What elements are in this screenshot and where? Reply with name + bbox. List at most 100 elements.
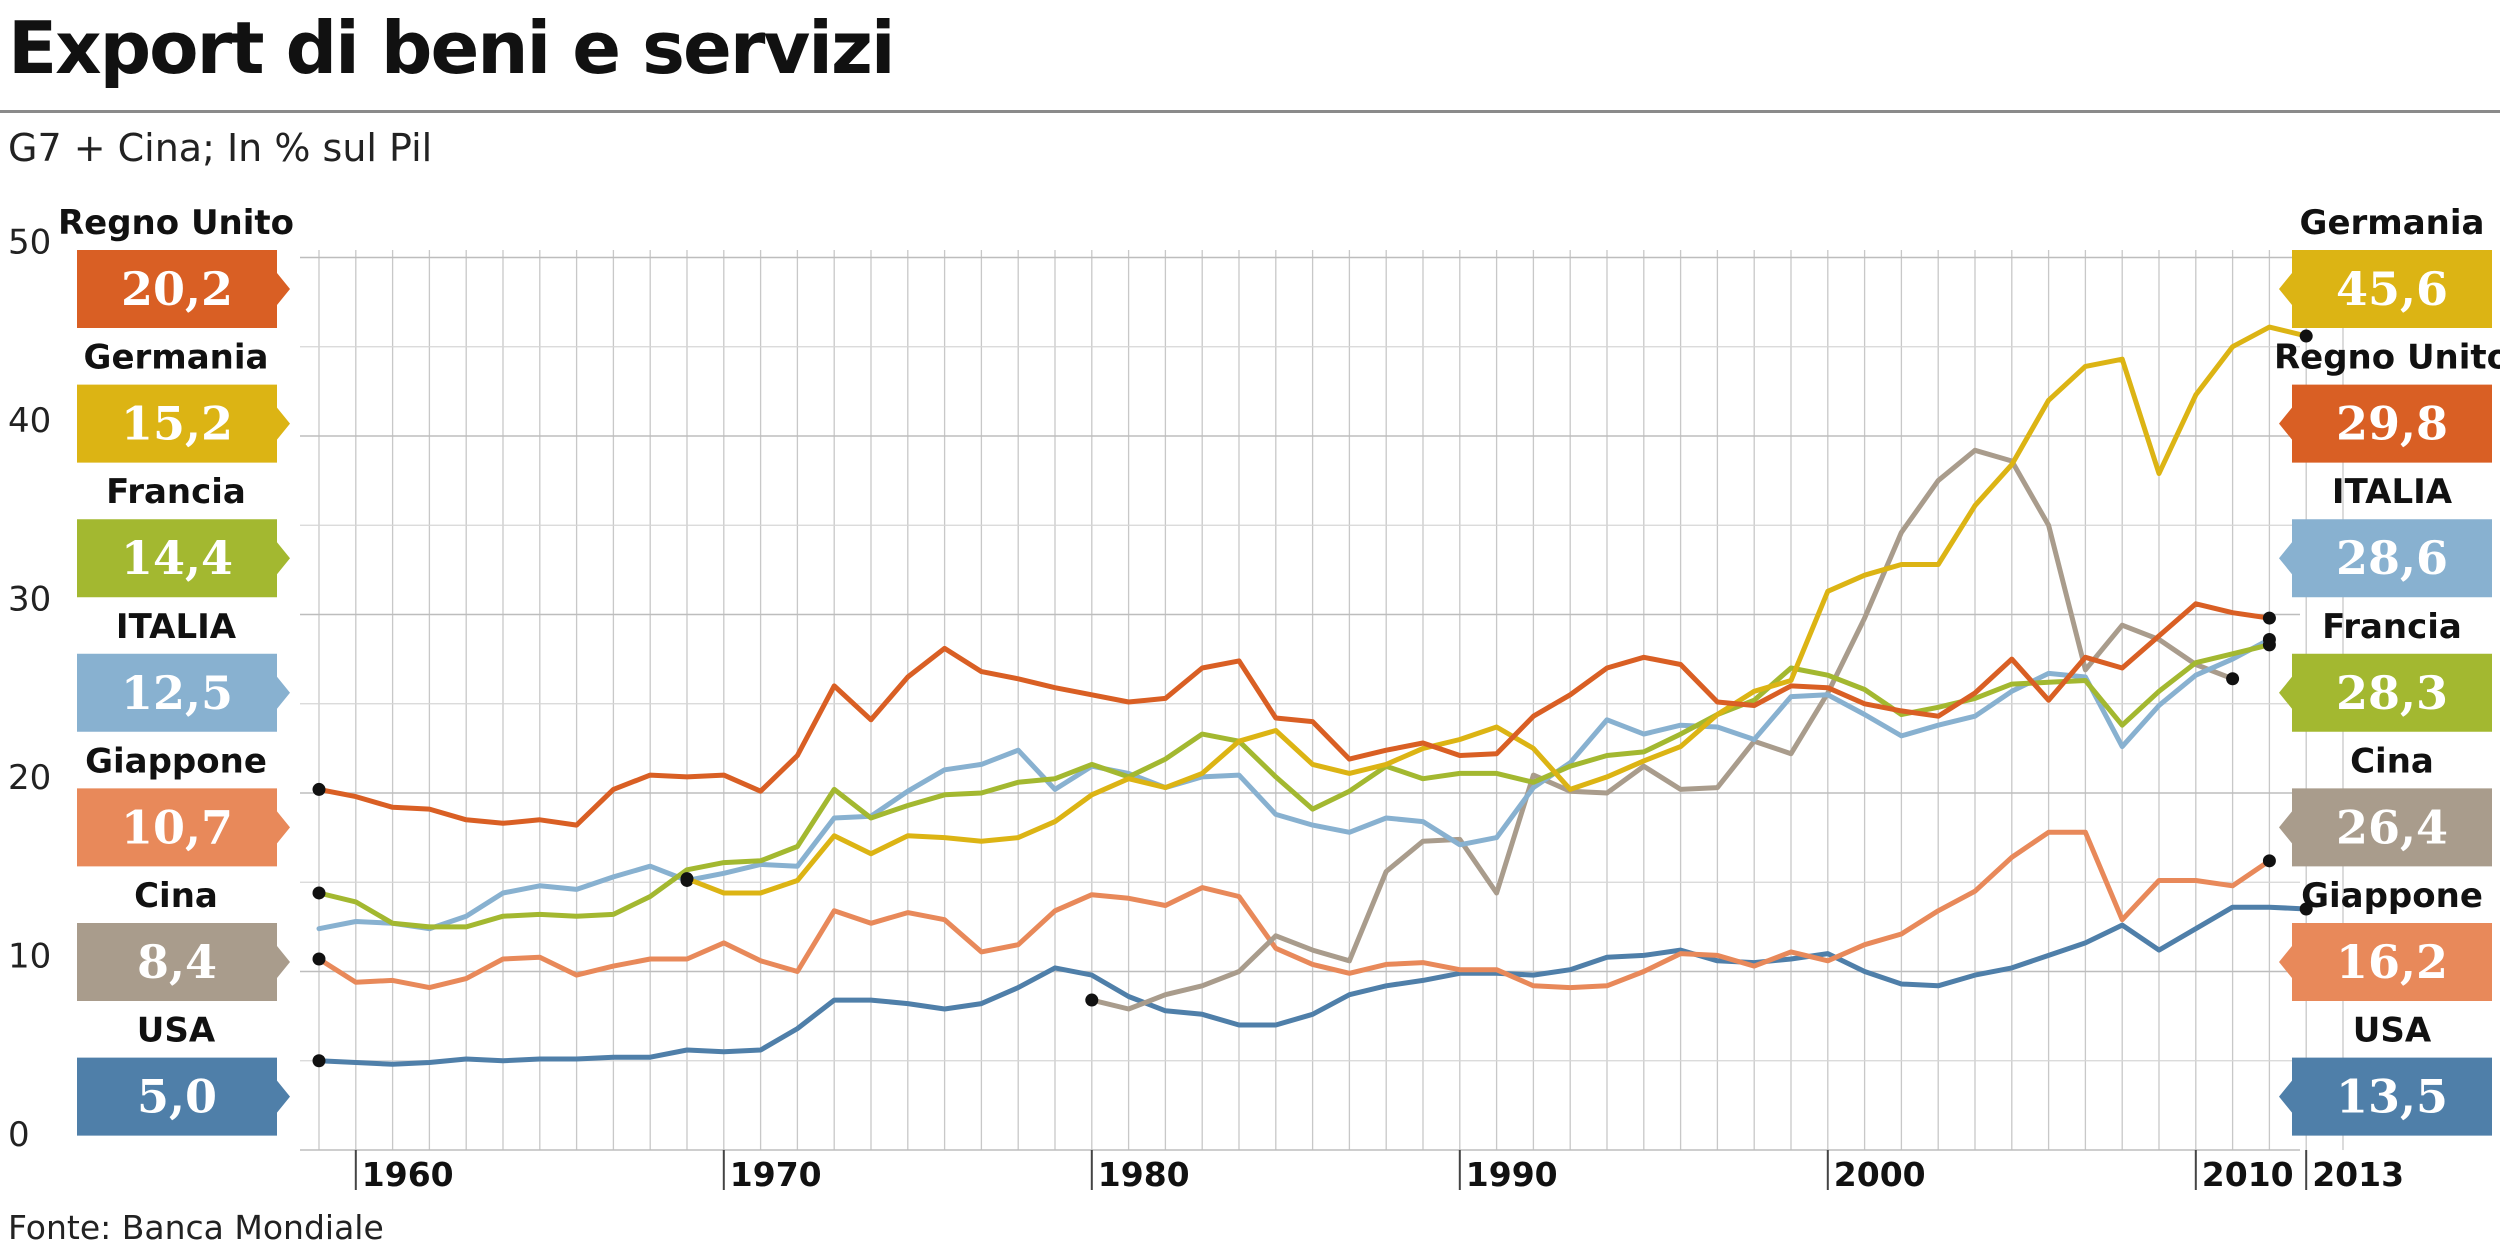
start-label-italia: ITALIA 12,5 bbox=[77, 607, 290, 732]
series-name-label: ITALIA bbox=[2332, 472, 2453, 512]
series-name-label: Regno Unito bbox=[58, 203, 294, 243]
end-label-giappone: Giappone 16,2 bbox=[2279, 876, 2492, 1001]
x-tick-label: 2013 bbox=[2312, 1155, 2404, 1194]
value-box bbox=[77, 250, 290, 328]
series-germania bbox=[680, 324, 2313, 896]
series-name-label: Cina bbox=[2350, 741, 2434, 781]
value-box bbox=[77, 1057, 290, 1136]
value-box bbox=[2279, 923, 2492, 1001]
series-line bbox=[316, 642, 2272, 930]
end-label-regno-unito: Regno Unito 29,8 bbox=[2274, 338, 2500, 463]
start-value-labels: Regno Unito 20,2 Germania 15,2 Francia 14,4 IT… bbox=[58, 203, 294, 1136]
series-value-label: 20,2 bbox=[121, 262, 233, 316]
series-end-dot bbox=[2299, 902, 2313, 916]
y-axis: 0 10 20 30 40 50 bbox=[8, 223, 51, 1156]
series-francia bbox=[312, 638, 2276, 930]
series-start-dot bbox=[312, 952, 326, 966]
x-tick-label: 1970 bbox=[730, 1155, 822, 1194]
series-cina bbox=[1085, 447, 2240, 1012]
series-end-dot bbox=[2262, 854, 2276, 868]
x-tick-label: 2000 bbox=[1834, 1155, 1926, 1194]
series-start-dot bbox=[1085, 993, 1099, 1007]
x-tick-label: 1990 bbox=[1466, 1155, 1558, 1194]
series-value-label: 16,2 bbox=[2336, 935, 2448, 989]
value-box bbox=[2279, 788, 2492, 867]
series-regno-unito bbox=[312, 601, 2276, 828]
series-value-label: 28,3 bbox=[2336, 666, 2448, 720]
series-value-label: 13,5 bbox=[2336, 1070, 2448, 1124]
end-label-usa: USA 13,5 bbox=[2279, 1011, 2492, 1136]
start-label-cina: Cina 8,4 bbox=[77, 876, 290, 1001]
value-box bbox=[77, 384, 290, 463]
series-name-label: Giappone bbox=[2301, 876, 2483, 916]
series-lines bbox=[312, 324, 2313, 1068]
value-box bbox=[77, 653, 290, 732]
value-box bbox=[2279, 1057, 2492, 1136]
series-name-label: ITALIA bbox=[116, 607, 237, 647]
series-start-dot bbox=[312, 1054, 326, 1068]
title-divider bbox=[0, 110, 2500, 113]
series-value-label: 8,4 bbox=[137, 935, 217, 989]
series-line bbox=[316, 637, 2272, 932]
x-tick-label: 1960 bbox=[362, 1155, 454, 1194]
x-tick-label: 1980 bbox=[1098, 1155, 1190, 1194]
series-name-label: USA bbox=[2353, 1011, 2432, 1051]
series-name-label: Germania bbox=[2300, 203, 2485, 243]
start-label-regno-unito: Regno Unito 20,2 bbox=[58, 203, 294, 328]
source-note: Fonte: Banca Mondiale bbox=[8, 1208, 384, 1247]
end-label-cina: Cina 26,4 bbox=[2279, 741, 2492, 867]
series-end-dot bbox=[2299, 329, 2313, 343]
series-end-dot bbox=[2262, 638, 2276, 652]
start-label-germania: Germania 15,2 bbox=[77, 338, 290, 463]
series-usa bbox=[312, 902, 2313, 1068]
start-label-usa: USA 5,0 bbox=[77, 1011, 290, 1136]
y-tick-label: 40 bbox=[8, 401, 51, 441]
end-value-labels: Germania 45,6 Regno Unito 29,8 ITALIA 28,6 Fra… bbox=[2274, 203, 2500, 1136]
series-start-dot bbox=[312, 886, 326, 900]
series-line bbox=[316, 904, 2309, 1067]
series-value-label: 28,6 bbox=[2336, 531, 2448, 585]
series-line bbox=[316, 829, 2272, 991]
series-value-label: 10,7 bbox=[121, 800, 233, 854]
y-tick-label: 30 bbox=[8, 580, 51, 620]
x-tick-label: 2010 bbox=[2202, 1155, 2294, 1194]
series-name-label: Francia bbox=[2322, 607, 2462, 647]
grid bbox=[300, 250, 2344, 1151]
series-end-dot bbox=[2226, 672, 2240, 686]
value-box bbox=[2279, 384, 2492, 463]
series-start-dot bbox=[680, 872, 694, 886]
value-box bbox=[2279, 653, 2492, 732]
series-line bbox=[1089, 447, 2236, 1012]
series-value-label: 26,4 bbox=[2336, 800, 2448, 854]
value-box bbox=[77, 519, 290, 598]
series-giappone bbox=[312, 829, 2276, 991]
series-value-label: 29,8 bbox=[2336, 397, 2448, 451]
series-name-label: Germania bbox=[84, 338, 269, 378]
chart-subtitle: G7 + Cina; In % sul Pil bbox=[8, 126, 433, 170]
series-line bbox=[316, 601, 2272, 828]
y-tick-label: 20 bbox=[8, 758, 51, 798]
series-name-label: USA bbox=[137, 1011, 216, 1051]
series-value-label: 15,2 bbox=[121, 397, 233, 451]
value-box bbox=[2279, 519, 2492, 598]
y-tick-label: 0 bbox=[8, 1115, 30, 1155]
series-end-dot bbox=[2262, 611, 2276, 625]
end-label-germania: Germania 45,6 bbox=[2279, 203, 2492, 328]
start-label-giappone: Giappone 10,7 bbox=[77, 741, 290, 867]
series-start-dot bbox=[312, 782, 326, 796]
series-name-label: Francia bbox=[106, 472, 246, 512]
value-box bbox=[77, 923, 290, 1001]
series-value-label: 12,5 bbox=[121, 666, 233, 720]
x-axis: 1960 1970 1980 1990 2000 2010 2013 bbox=[354, 1150, 2404, 1194]
start-label-francia: Francia 14,4 bbox=[77, 472, 290, 598]
series-name-label: Regno Unito bbox=[2274, 338, 2500, 378]
y-tick-label: 10 bbox=[8, 937, 51, 977]
series-name-label: Cina bbox=[134, 876, 218, 916]
chart-title: Export di beni e servizi bbox=[8, 6, 896, 90]
series-value-label: 14,4 bbox=[121, 531, 233, 585]
series-value-label: 5,0 bbox=[137, 1070, 217, 1124]
value-box bbox=[2279, 250, 2492, 328]
series-line bbox=[684, 324, 2309, 896]
end-label-italia: ITALIA 28,6 bbox=[2279, 472, 2492, 598]
